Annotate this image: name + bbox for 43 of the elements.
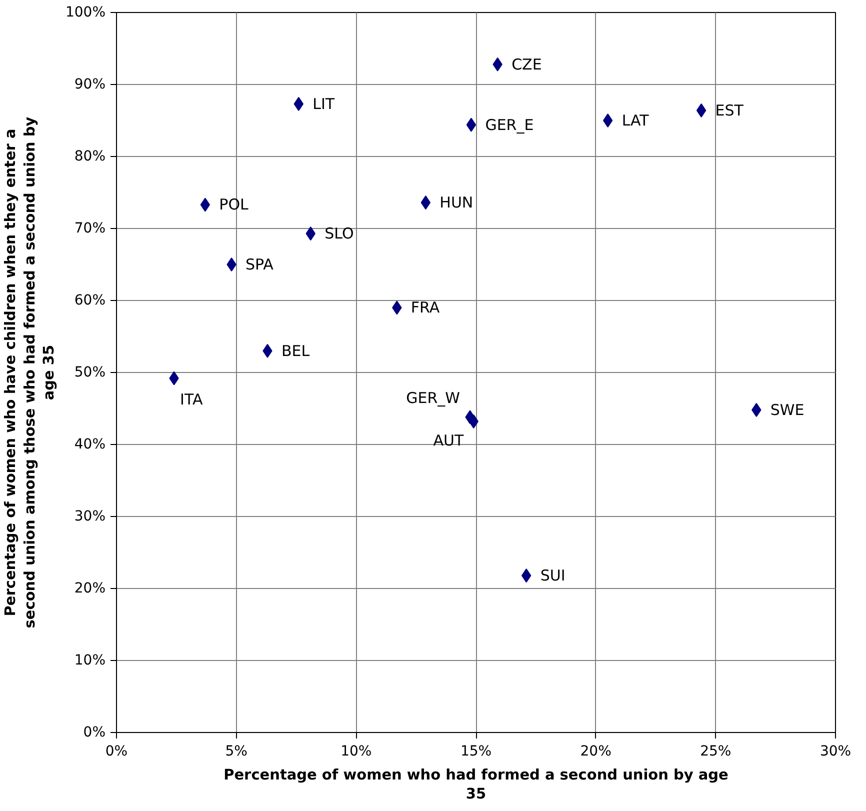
annotation: AUT [433, 431, 464, 450]
annotation: LIT [312, 94, 336, 113]
annotation: SWE [770, 400, 804, 419]
annotation: HUN [440, 194, 474, 212]
y-tick-label: 60% [74, 292, 106, 308]
annotation: FRA [410, 298, 440, 317]
annotation: EST [715, 101, 744, 120]
annotation: ITA [180, 390, 204, 408]
point [420, 196, 431, 210]
x-tick-label: 5% [225, 744, 248, 760]
annotation: SPA [246, 256, 274, 274]
annotation: BEL [281, 342, 310, 360]
y-tick-label: 70% [74, 220, 106, 236]
x-tick-label: 15% [460, 744, 492, 760]
y-tick-label: 20% [74, 580, 106, 596]
y-tick-label: 0% [83, 724, 106, 740]
annotation: SUI [540, 566, 566, 585]
y-tick-label: 10% [74, 652, 106, 668]
y-tick-label: 90% [74, 76, 106, 92]
annotation: SLO [324, 224, 354, 243]
point [602, 114, 613, 128]
annotation: CZE [512, 55, 542, 74]
x-axis-title: Percentage of women who had formed a second union by age 35 [224, 768, 729, 803]
y-tick-label: 80% [74, 148, 106, 164]
y-tick-label: 40% [74, 436, 106, 452]
annotation: GER_E [485, 116, 534, 134]
y-tick-label: 50% [74, 364, 106, 380]
point [466, 118, 476, 132]
point [521, 568, 532, 583]
y-tick-label: 30% [74, 508, 106, 524]
point [200, 198, 210, 212]
annotation: GER_W [406, 389, 460, 408]
y-axis-title: Percentage of women who have children when they enter a second union among those who had formed a second union by age 35 [3, 116, 58, 628]
x-tick-label: 10% [340, 744, 372, 760]
annotation: LAT [622, 112, 650, 130]
point [696, 103, 706, 118]
annotation: POL [219, 196, 250, 214]
x-tick-label: 25% [700, 744, 732, 760]
x-tick-label: 0% [105, 744, 128, 760]
x-tick-label: 30% [820, 744, 852, 760]
point [226, 258, 236, 272]
x-tick-label: 20% [580, 744, 612, 760]
y-tick-label: 100% [65, 4, 106, 20]
